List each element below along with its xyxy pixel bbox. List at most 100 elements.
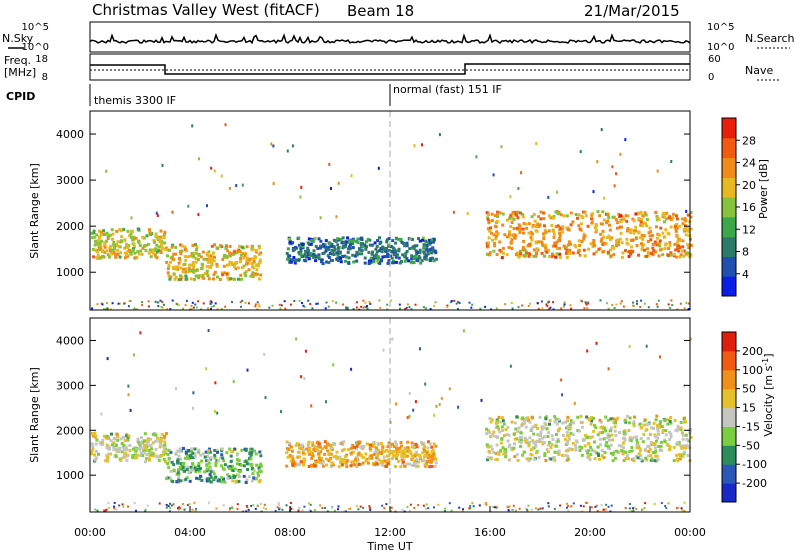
power-cell <box>486 218 490 222</box>
velocity-cell <box>548 419 552 422</box>
power-cell <box>455 302 458 305</box>
velocity-cell <box>505 505 508 508</box>
velocity-cell <box>534 507 537 510</box>
power-cell <box>514 253 518 256</box>
power-cell <box>523 253 527 257</box>
power-cell <box>241 299 244 302</box>
velocity-cell <box>532 425 536 428</box>
velocity-cell <box>408 462 411 466</box>
velocity-cell <box>498 449 502 453</box>
velocity-cell <box>310 404 313 408</box>
velocity-cell <box>494 458 497 462</box>
velocity-cell <box>488 431 492 435</box>
power-cell <box>665 211 668 215</box>
velocity-cell <box>116 435 120 439</box>
velocity-cell <box>590 419 594 423</box>
power-cell <box>197 213 200 217</box>
velocity-cell <box>151 454 155 458</box>
velocity-cell <box>609 443 613 447</box>
power-cell <box>675 255 679 259</box>
velocity-cell <box>416 453 420 457</box>
velocity-cell <box>414 462 417 465</box>
power-cell <box>291 258 295 262</box>
velocity-cell <box>606 418 610 422</box>
power-cell <box>91 236 95 239</box>
power-cell <box>651 246 655 250</box>
power-cell <box>316 302 319 305</box>
velocity-cell <box>337 508 339 511</box>
power-cell <box>684 226 688 230</box>
power-cell <box>315 254 318 258</box>
power-colorbar-swatch <box>722 256 736 277</box>
velocity-cell <box>163 434 167 438</box>
power-cell <box>344 243 348 247</box>
velocity-cell <box>228 508 231 511</box>
power-cell <box>219 244 223 248</box>
power-cell <box>532 248 536 252</box>
power-cell <box>341 246 345 250</box>
velocity-cell <box>530 508 533 511</box>
velocity-cell <box>244 448 248 452</box>
velocity-cell <box>480 398 483 402</box>
velocity-cell <box>146 504 149 507</box>
velocity-cell <box>168 476 172 480</box>
velocity-cell <box>307 464 311 468</box>
power-cell <box>366 307 369 310</box>
velocity-cell <box>290 508 293 510</box>
velocity-cell <box>367 456 371 460</box>
power-cell <box>651 242 655 246</box>
power-cell <box>669 225 673 229</box>
power-cell <box>619 220 623 224</box>
velocity-cell <box>127 393 130 397</box>
power-cell <box>527 254 531 258</box>
power-cell <box>431 240 435 244</box>
power-cell <box>213 255 216 259</box>
power-cell <box>155 243 159 247</box>
velocity-cell <box>302 457 306 461</box>
velocity-cell <box>504 448 508 451</box>
velocity-cell <box>257 466 261 470</box>
power-cell <box>684 233 688 237</box>
velocity-cell <box>567 504 570 507</box>
velocity-cell <box>208 465 212 469</box>
power-cell <box>342 244 346 248</box>
velocity-cell <box>154 439 158 443</box>
power-cell <box>544 246 548 250</box>
power-cell <box>683 229 687 233</box>
power-cell <box>341 236 345 240</box>
power-cell <box>624 249 627 253</box>
velocity-cell <box>408 392 411 395</box>
power-cell <box>645 254 649 258</box>
power-cell <box>505 253 509 257</box>
velocity-cell <box>408 510 411 512</box>
power-cell <box>681 245 685 249</box>
velocity-cell <box>487 456 491 460</box>
velocity-cell <box>681 444 685 448</box>
velocity-cell <box>648 433 652 436</box>
velocity-cell <box>507 509 510 512</box>
power-cell <box>283 300 286 303</box>
velocity-cell <box>652 421 656 425</box>
power-cell <box>394 236 398 240</box>
power-cell <box>639 242 643 246</box>
power-cell <box>215 262 219 266</box>
freq-unit-label: [MHz] <box>4 66 36 79</box>
power-cell <box>321 252 325 255</box>
power-cell <box>490 308 493 311</box>
power-cell <box>191 261 195 264</box>
velocity-cell <box>290 449 294 453</box>
velocity-cell <box>312 448 316 451</box>
velocity-cell <box>121 503 124 506</box>
velocity-cell <box>403 455 407 459</box>
velocity-cell <box>592 449 596 453</box>
velocity-cell <box>604 444 608 448</box>
velocity-cell <box>410 441 414 445</box>
velocity-cell <box>587 442 591 446</box>
velocity-cell <box>306 445 310 449</box>
power-cell <box>413 144 416 148</box>
power-cell <box>667 303 670 306</box>
velocity-cell <box>557 449 561 453</box>
velocity-cell <box>587 449 591 453</box>
velocity-cell <box>553 419 557 423</box>
power-cell <box>128 299 131 302</box>
